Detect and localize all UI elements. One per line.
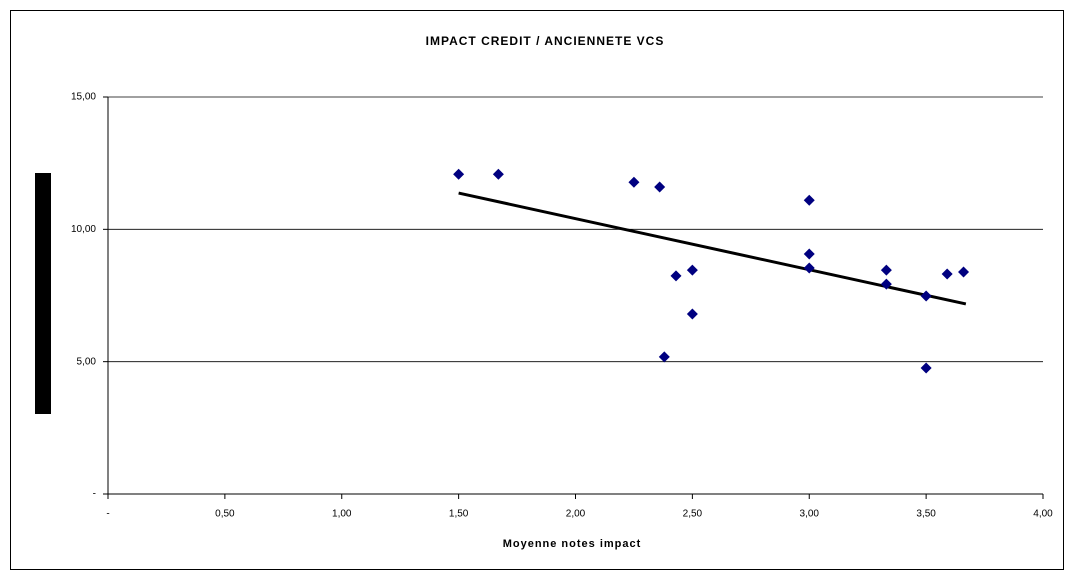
x-tick-label: 4,00 — [1033, 509, 1053, 520]
x-axis-title: Moyenne notes impact — [503, 538, 642, 550]
x-tick-label: 0,50 — [215, 509, 235, 520]
x-tick-label: 2,50 — [683, 509, 703, 520]
point — [453, 168, 465, 180]
point — [686, 264, 698, 276]
y-tick-label: 15,00 — [71, 92, 96, 103]
chart-title: IMPACT CREDIT / ANCIENNETE VCS — [426, 34, 665, 48]
point — [803, 194, 815, 206]
point — [686, 308, 698, 320]
point — [658, 351, 670, 363]
point — [803, 262, 815, 274]
y-axis-title-block — [35, 173, 51, 414]
point — [880, 278, 892, 290]
y-tick-label: 10,00 — [71, 224, 96, 235]
point — [958, 266, 970, 278]
x-tick-label: 1,00 — [332, 509, 352, 520]
chart-frame — [10, 10, 1064, 570]
x-tick-label: 3,00 — [800, 509, 820, 520]
point — [803, 248, 815, 260]
point — [654, 181, 666, 193]
point — [628, 176, 640, 188]
trendline — [458, 191, 967, 306]
x-tick-label: 3,50 — [916, 509, 936, 520]
point — [880, 264, 892, 276]
point — [920, 290, 932, 302]
y-tick-label: 5,00 — [77, 356, 97, 367]
x-tick-label: 2,00 — [566, 509, 586, 520]
x-tick-label: 1,50 — [449, 509, 469, 520]
point — [670, 270, 682, 282]
point — [920, 362, 932, 374]
point — [941, 268, 953, 280]
x-tick-label: - — [106, 509, 109, 520]
y-tick-label: - — [93, 489, 96, 500]
point — [492, 168, 504, 180]
